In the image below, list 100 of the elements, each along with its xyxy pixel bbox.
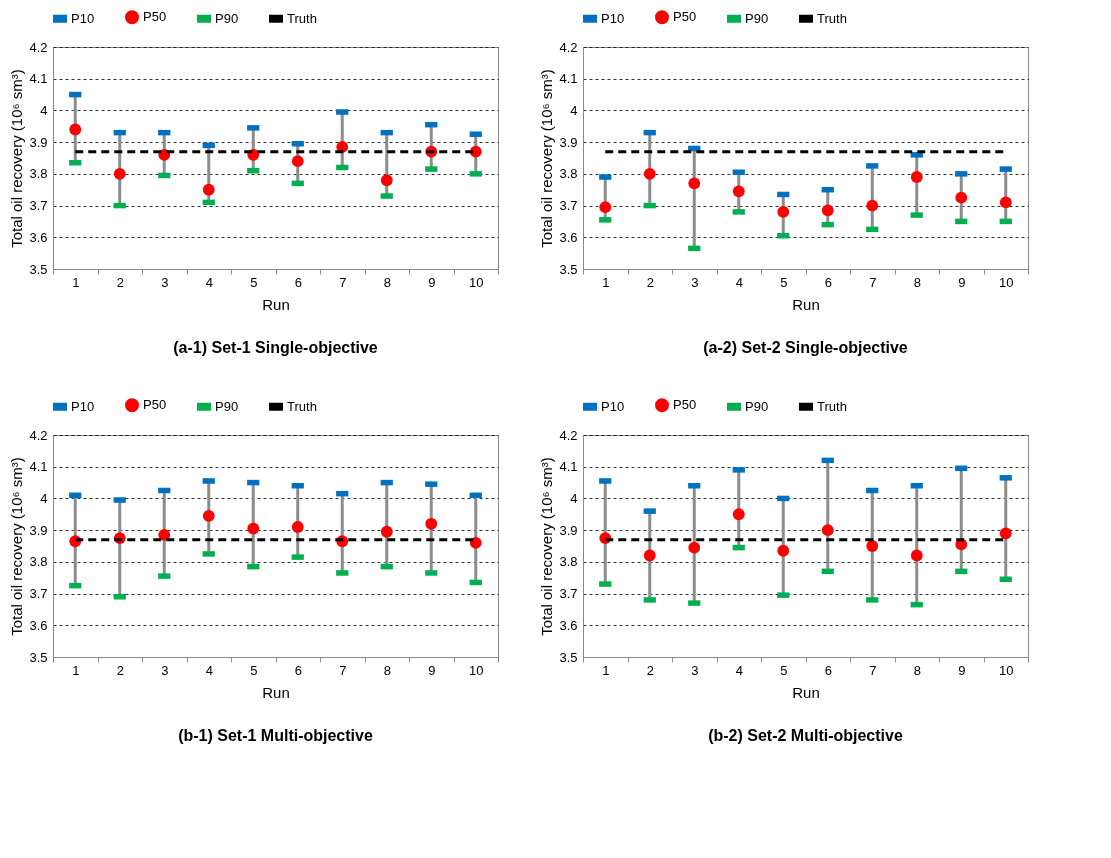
point <box>643 549 656 562</box>
y-tick-label: 3.7 <box>559 586 578 602</box>
y-tick-label: 3.5 <box>29 261 48 277</box>
legend-label: Truth <box>817 398 847 414</box>
legend-label: P50 <box>143 9 167 25</box>
y-tick-label: 4.2 <box>29 427 48 443</box>
y-tick-label: 3.8 <box>559 166 578 182</box>
legend-label: Truth <box>817 10 847 26</box>
y-tick-label: 3.5 <box>29 649 48 665</box>
y-tick-label: 3.5 <box>559 649 578 665</box>
point <box>425 517 438 530</box>
text: (b-2) Set-2 Multi-objective <box>708 727 903 744</box>
x-tick-label: 8 <box>913 274 921 290</box>
x-tick-label: 10 <box>999 662 1014 678</box>
x-tick-label: 6 <box>824 662 832 678</box>
y-tick-label: 4.1 <box>559 459 578 475</box>
y-tick-label: 4 <box>570 490 578 506</box>
x-axis-title: Run <box>792 295 820 313</box>
y-tick-label: 3.5 <box>559 261 578 277</box>
legend-label: P90 <box>745 398 769 414</box>
y-tick-label: 4.2 <box>559 39 578 55</box>
legend-label: P90 <box>745 10 769 26</box>
point <box>599 201 612 214</box>
point <box>202 509 215 522</box>
x-tick-label: 4 <box>735 662 743 678</box>
y-tick-label: 3.8 <box>29 166 48 182</box>
x-tick-label: 7 <box>869 274 877 290</box>
y-axis-title: Total oil recovery (10⁶ sm³) <box>538 457 556 636</box>
x-tick-label: 4 <box>205 662 213 678</box>
legend-label: P90 <box>215 398 239 414</box>
x-tick-label: 1 <box>72 662 80 678</box>
point <box>291 521 304 533</box>
x-tick-label: 4 <box>735 274 743 290</box>
legend-label: P10 <box>71 398 95 414</box>
x-tick-label: 9 <box>958 274 966 290</box>
point <box>955 191 968 204</box>
point <box>688 177 701 190</box>
x-tick-label: 10 <box>469 662 484 678</box>
point <box>866 540 879 552</box>
x-tick-label: 1 <box>602 274 610 290</box>
point <box>380 525 393 538</box>
point <box>999 527 1012 540</box>
y-tick-label: 4.1 <box>559 71 578 87</box>
point <box>380 174 393 187</box>
point <box>469 536 482 549</box>
x-axis-title: Run <box>792 683 820 701</box>
point <box>821 204 834 217</box>
x-tick-label: 10 <box>469 274 484 290</box>
y-tick-label: 3.6 <box>29 229 48 245</box>
x-tick-label: 3 <box>691 274 699 290</box>
legend-label: P10 <box>601 10 625 26</box>
legend-label: P10 <box>601 398 625 414</box>
y-tick-label: 4.2 <box>29 39 48 55</box>
point <box>247 522 260 535</box>
legend-label: P50 <box>143 397 167 413</box>
y-axis-title: Total oil recovery (10⁶ sm³) <box>538 69 556 248</box>
legend-label: P50 <box>673 397 697 413</box>
x-tick-label: 4 <box>205 274 213 290</box>
y-tick-label: 3.6 <box>29 617 48 633</box>
y-tick-label: 4.1 <box>29 71 48 87</box>
y-tick-label: 4 <box>570 102 578 118</box>
point <box>910 171 923 183</box>
y-tick-label: 3.7 <box>29 586 48 602</box>
x-tick-label: 1 <box>72 274 80 290</box>
x-tick-label: 2 <box>116 662 124 678</box>
x-tick-label: 7 <box>339 662 347 678</box>
y-tick-label: 4 <box>40 102 48 118</box>
text: (a-2) Set-2 Single-objective <box>703 339 908 356</box>
y-tick-label: 3.9 <box>29 134 48 150</box>
y-tick-label: 4.1 <box>29 459 48 475</box>
x-tick-label: 7 <box>339 274 347 290</box>
x-tick-label: 10 <box>999 274 1014 290</box>
legend-label: Truth <box>287 10 317 26</box>
point <box>291 155 304 168</box>
x-tick-label: 3 <box>691 662 699 678</box>
point <box>866 199 879 212</box>
legend-label: P10 <box>71 10 95 26</box>
text: (a-1) Set-1 Single-objective <box>173 339 378 356</box>
point <box>643 167 656 180</box>
point <box>69 123 82 136</box>
legend-label: Truth <box>287 398 317 414</box>
y-tick-label: 3.8 <box>559 554 578 570</box>
y-tick-label: 4 <box>40 490 48 506</box>
y-tick-label: 3.9 <box>559 522 578 538</box>
point <box>821 524 834 537</box>
x-tick-label: 3 <box>161 274 169 290</box>
x-tick-label: 5 <box>780 662 788 678</box>
x-tick-label: 5 <box>780 274 788 290</box>
x-tick-label: 2 <box>116 274 124 290</box>
point <box>113 167 126 180</box>
x-tick-label: 6 <box>294 274 302 290</box>
x-tick-label: 9 <box>958 662 966 678</box>
y-tick-label: 3.9 <box>29 522 48 538</box>
x-axis-title: Run <box>262 683 290 701</box>
x-tick-label: 9 <box>428 662 436 678</box>
x-tick-label: 9 <box>428 274 436 290</box>
x-tick-label: 2 <box>646 274 654 290</box>
y-axis-title: Total oil recovery (10⁶ sm³) <box>8 69 26 248</box>
legend-label: P50 <box>673 9 697 25</box>
point <box>202 183 215 196</box>
